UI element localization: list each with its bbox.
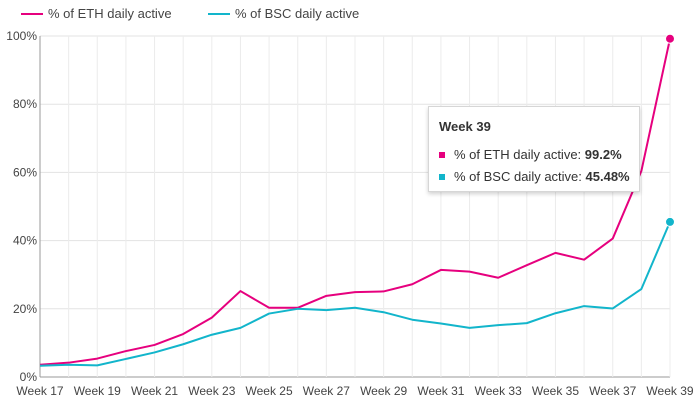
tooltip-row-eth: % of ETH daily active: 99.2% [439,147,622,162]
y-tick-label: 0% [20,370,38,384]
x-tick-label: Week 23 [188,384,235,398]
x-tick-label: Week 27 [303,384,350,398]
hover-tooltip: Week 39 % of ETH daily active: 99.2% % o… [428,106,640,192]
x-tick-label: Week 35 [532,384,579,398]
grid [39,35,671,378]
series-line-eth[interactable] [39,38,671,366]
tooltip-bsc-label: % of BSC daily active: [454,169,582,184]
hover-point[interactable] [665,216,675,227]
y-tick-label: 100% [6,29,37,43]
legend[interactable]: % of ETH daily active % of BSC daily acti… [21,6,359,21]
x-tick-label: Week 33 [475,384,522,398]
bsc-swatch-icon [439,173,445,180]
tooltip-bsc-value: 45.48% [585,169,630,184]
x-tick-label: Week 19 [74,384,121,398]
x-tick-label: Week 25 [246,384,293,398]
legend-label[interactable]: % of ETH daily active [48,6,172,21]
y-tick-label: 20% [13,302,37,316]
tooltip-eth-label: % of ETH daily active: [454,147,582,162]
series-line-bsc[interactable] [39,221,671,367]
tooltip-title: Week 39 [439,119,491,134]
x-tick-label: Week 17 [16,384,63,398]
x-tick-label: Week 21 [131,384,178,398]
x-tick-label: Week 29 [360,384,407,398]
legend-label[interactable]: % of BSC daily active [235,6,359,21]
y-tick-label: 40% [13,234,37,248]
y-tick-label: 60% [13,165,37,179]
axes: 0% 20% 40% 60% 80% 100% Week 17 Week 19 Week 21 W… [6,29,694,398]
tooltip-row-bsc: % of BSC daily active: 45.48% [439,169,630,184]
tooltip-eth-value: 99.2% [584,147,622,162]
x-tick-label: Week 39 [646,384,693,398]
y-tick-label: 80% [13,97,37,111]
eth-swatch-icon [439,151,445,158]
hover-point[interactable] [665,33,675,44]
series [39,33,675,367]
x-tick-label: Week 31 [417,384,464,398]
x-tick-label: Week 37 [589,384,636,398]
